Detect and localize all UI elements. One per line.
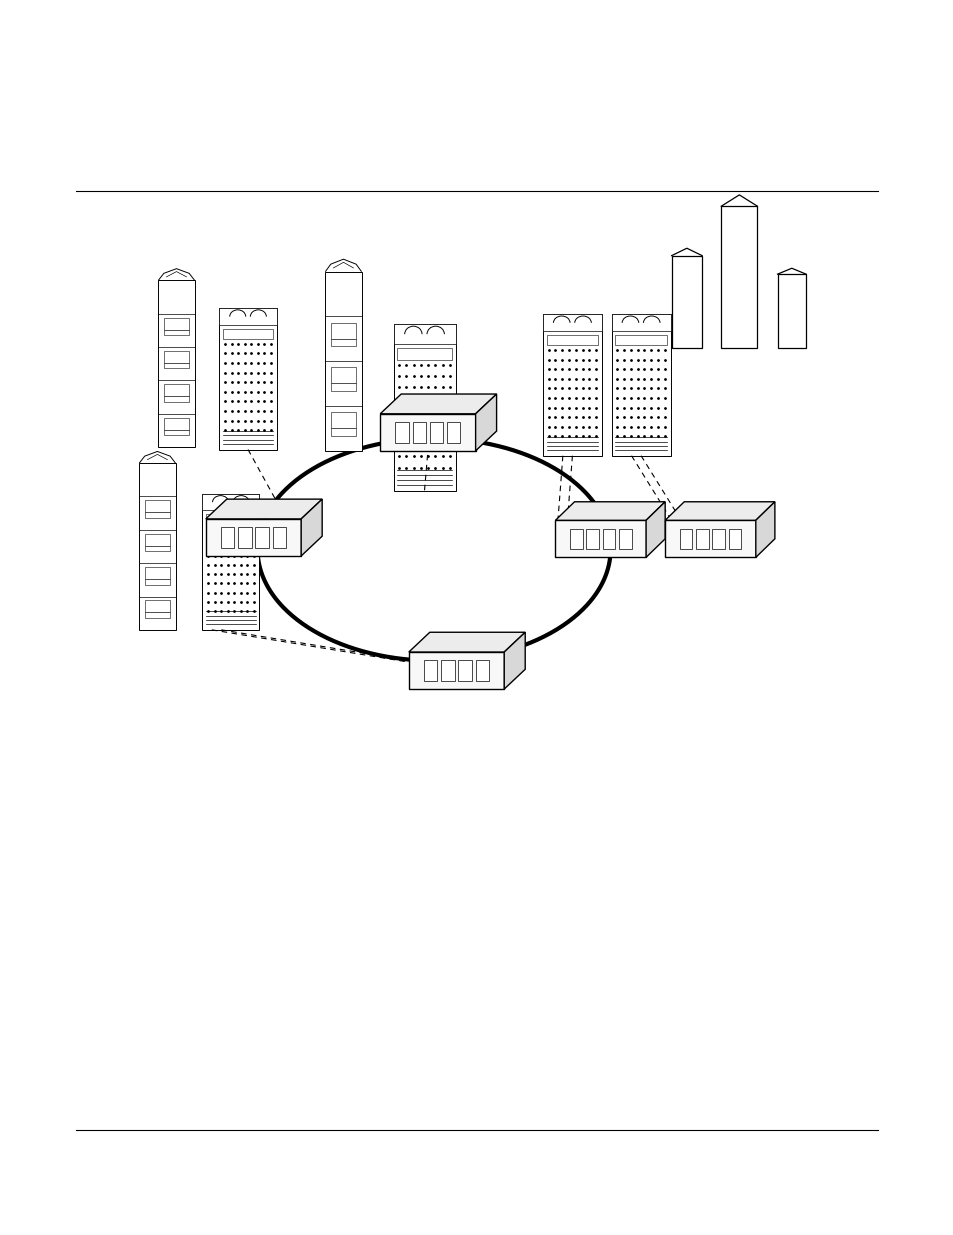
Bar [238,527,252,547]
Polygon shape [206,519,301,556]
Bar [602,529,615,550]
Bar [395,422,409,442]
Bar [331,338,355,346]
Bar [720,206,757,348]
Polygon shape [755,501,774,557]
Bar [145,613,170,618]
Bar [458,661,472,680]
Bar [393,324,455,490]
Bar [728,529,740,550]
Bar [273,527,286,547]
Bar [255,527,269,547]
Bar [139,463,175,630]
Bar [145,513,170,517]
Bar [618,529,631,550]
Bar [164,330,189,335]
Bar [202,494,259,510]
Bar [219,308,276,450]
Polygon shape [664,520,755,557]
Bar [430,422,443,442]
Bar [615,335,666,345]
Bar [331,367,355,383]
Bar [671,256,701,348]
Bar [331,383,355,390]
Polygon shape [476,394,497,451]
Bar [611,315,670,457]
Bar [145,500,170,513]
Bar [223,329,273,338]
Bar [542,315,601,457]
Bar [164,363,189,368]
Bar [542,315,601,331]
Polygon shape [409,652,504,689]
Polygon shape [380,414,476,451]
Bar [569,529,582,550]
Bar [331,322,355,338]
Polygon shape [645,501,664,557]
Bar [219,308,276,325]
Bar [611,315,670,331]
Bar [546,335,598,345]
Bar [164,351,189,363]
Bar [393,325,455,345]
Bar [158,280,194,447]
Polygon shape [409,632,525,652]
Bar [145,534,170,546]
Bar [679,529,692,550]
Bar [396,348,452,359]
Bar [476,661,489,680]
Bar [777,274,805,348]
Bar [413,422,426,442]
Polygon shape [380,394,497,414]
Bar [441,661,455,680]
Bar [202,494,259,630]
Bar [145,579,170,584]
Bar [164,317,189,330]
Bar [325,272,361,451]
Bar [145,546,170,551]
Bar [331,412,355,429]
Polygon shape [555,520,645,557]
Bar [164,384,189,396]
Bar [586,529,598,550]
Bar [164,396,189,401]
Bar [331,429,355,436]
Bar [164,430,189,435]
Bar [712,529,724,550]
Bar [447,422,460,442]
Bar [696,529,708,550]
Bar [145,600,170,613]
Polygon shape [555,501,664,520]
Polygon shape [664,501,774,520]
Bar [164,417,189,430]
Bar [206,514,255,524]
Bar [221,527,234,547]
Bar [145,567,170,579]
Polygon shape [206,499,322,519]
Polygon shape [301,499,322,556]
Bar [424,661,437,680]
Polygon shape [504,632,525,689]
